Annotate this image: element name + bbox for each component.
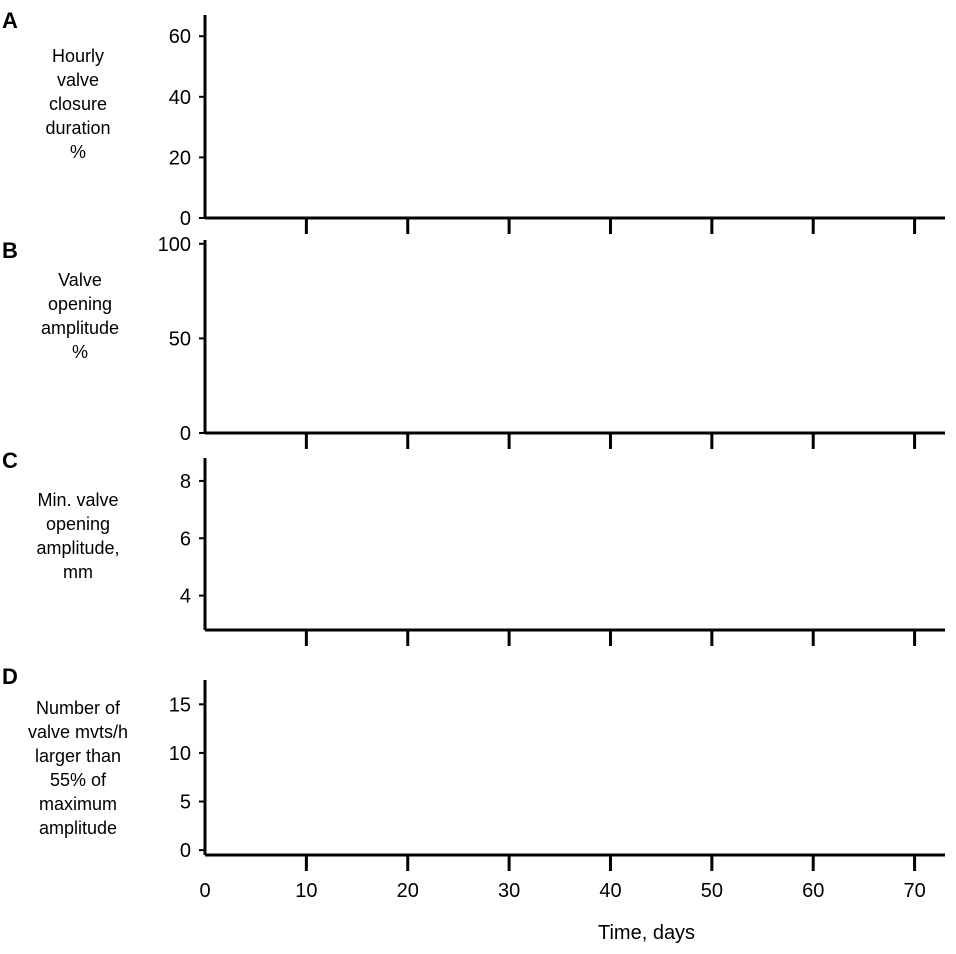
y-tick-label: 50 (169, 328, 191, 350)
x-tick-label: 50 (701, 880, 723, 902)
ylabel-line: Hourly (51, 46, 104, 66)
ylabel-line: maximum (38, 794, 117, 814)
x-tick-label: 10 (295, 880, 317, 902)
ylabel-line: Min. valve (37, 490, 119, 510)
ylabel-line: valve (56, 70, 100, 90)
y-tick-label: 60 (169, 26, 191, 48)
ylabel-line: Valve (58, 270, 102, 290)
panel-a-letter: A (2, 8, 18, 33)
panel-d-letter: D (2, 664, 18, 689)
ylabel-line: amplitude, (36, 538, 120, 558)
ylabel-line: amplitude (40, 318, 120, 338)
y-tick-label: 10 (169, 743, 191, 765)
ylabel-line: opening (45, 514, 111, 534)
y-tick-label: 5 (180, 792, 191, 814)
panel-c-letter: C (2, 448, 18, 473)
ylabel-line: % (71, 342, 88, 362)
ylabel-line: Number of (35, 698, 121, 718)
x-axis-label: Time, days (598, 922, 696, 944)
y-tick-label: 20 (169, 147, 191, 169)
x-tick-label: 60 (802, 880, 824, 902)
x-tick-label: 70 (903, 880, 925, 902)
panel-d-ylabel: Number of valve mvts/h larger than 55% o… (10, 696, 146, 840)
panel-b-letter: B (2, 238, 18, 263)
ylabel-line: opening (47, 294, 113, 314)
x-tick-label: 40 (599, 880, 621, 902)
y-tick-label: 40 (169, 87, 191, 109)
y-tick-label: 0 (180, 840, 191, 862)
panel-c-ylabel: Min. valve opening amplitude, mm (16, 488, 140, 584)
y-tick-label: 0 (180, 423, 191, 445)
ylabel-line: closure (48, 94, 108, 114)
panel-a-ylabel: Hourly valve closure duration % (22, 44, 134, 164)
x-tick-label: 20 (397, 880, 419, 902)
y-tick-label: 6 (180, 528, 191, 550)
ylabel-line: duration (45, 118, 111, 138)
x-tick-label: 30 (498, 880, 520, 902)
x-tick-label: 0 (199, 880, 210, 902)
ylabel-line: larger than (34, 746, 122, 766)
panel-b-ylabel: Valve opening amplitude % (22, 268, 138, 364)
y-tick-label: 100 (158, 234, 191, 256)
y-tick-label: 8 (180, 471, 191, 493)
ylabel-line: valve mvts/h (27, 722, 129, 742)
ylabel-line: 55% of (49, 770, 107, 790)
y-tick-label: 0 (180, 208, 191, 230)
ylabel-line: amplitude (38, 818, 118, 838)
ylabel-line: mm (63, 562, 93, 582)
ylabel-line: % (69, 142, 86, 162)
y-tick-label: 4 (180, 586, 191, 608)
y-tick-label: 15 (169, 694, 191, 716)
